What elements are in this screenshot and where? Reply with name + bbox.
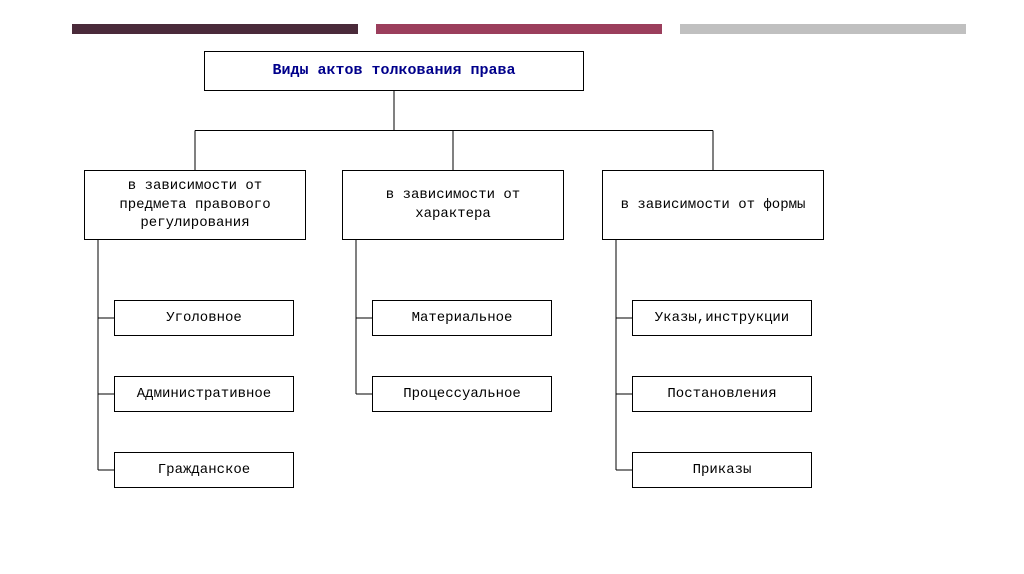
leaf-node-2-2: Приказы	[632, 452, 812, 488]
leaf-node-0-0: Уголовное	[114, 300, 294, 336]
leaf-node-1-0: Материальное	[372, 300, 552, 336]
branch-node-1: в зависимости от характера	[342, 170, 564, 240]
root-node: Виды актов толкования права	[204, 51, 584, 91]
leaf-node-0-2: Гражданское	[114, 452, 294, 488]
leaf-node-2-1: Постановления	[632, 376, 812, 412]
branch-node-0: в зависимости от предмета правового регу…	[84, 170, 306, 240]
branch-node-2: в зависимости от формы	[602, 170, 824, 240]
leaf-node-0-1: Административное	[114, 376, 294, 412]
leaf-node-2-0: Указы,инструкции	[632, 300, 812, 336]
leaf-node-1-1: Процессуальное	[372, 376, 552, 412]
